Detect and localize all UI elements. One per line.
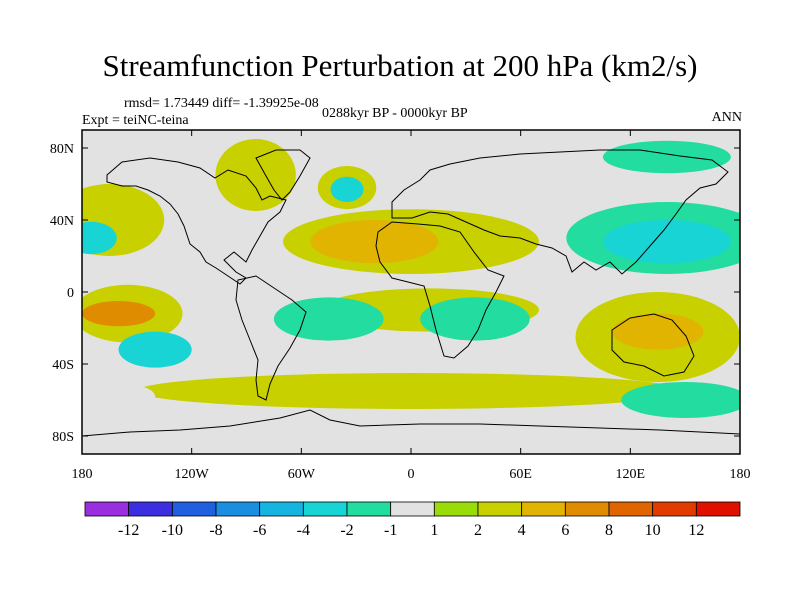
x-tick-label: 180 (730, 467, 751, 482)
anomaly-region-19 (621, 382, 740, 418)
stats-label: rmsd= 1.73449 diff= -1.39925e-08 (124, 96, 319, 111)
anomaly-region-6 (310, 220, 439, 264)
colorbar-label: 12 (688, 522, 704, 539)
coastline-eurasia (391, 149, 729, 275)
y-tick-label: 80N (50, 142, 74, 157)
coastlines (82, 149, 740, 437)
colorbar: -12 -10 -8 -6 -4 -2 -1 1 2 4 6 8 10 12 (84, 501, 741, 539)
colorbar-swatch (128, 501, 173, 517)
season-label: ANN (711, 110, 742, 125)
coastline-south-america (235, 275, 307, 401)
colorbar-swatch (259, 501, 304, 517)
y-tick-label: 40S (52, 358, 74, 373)
colorbar-label: 10 (645, 522, 661, 539)
x-tick-label: 180 (72, 467, 93, 482)
colorbar-label: -6 (253, 522, 266, 539)
colorbar-label: -8 (209, 522, 222, 539)
colorbar-swatch (302, 501, 348, 517)
coastline-north-america (106, 157, 287, 285)
y-tick-label: 80S (52, 430, 74, 445)
x-tick-label: 60E (509, 467, 532, 482)
period-label: 0288kyr BP - 0000kyr BP (322, 106, 468, 121)
colorbar-swatch (477, 501, 523, 517)
colorbar-label: 1 (430, 522, 438, 539)
colorbar-swatch (433, 501, 479, 517)
colorbar-label: -12 (118, 522, 139, 539)
anomaly-region-14 (420, 297, 530, 341)
colorbar-label: -4 (297, 522, 310, 539)
chart-title: Streamfunction Perturbation at 200 hPa (… (102, 48, 698, 83)
coastline-greenland (255, 149, 311, 201)
x-tick-label: 120W (175, 467, 210, 482)
colorbar-swatch (564, 501, 610, 517)
colorbar-swatch (84, 501, 130, 517)
colorbar-label: -2 (340, 522, 353, 539)
colorbar-label: 4 (518, 522, 526, 539)
colorbar-swatch (608, 501, 654, 517)
colorbar-label: 2 (474, 522, 482, 539)
colorbar-swatch (390, 501, 435, 517)
colorbar-label: 6 (561, 522, 569, 539)
anomaly-region-9 (602, 140, 731, 174)
colorbar-label: -1 (384, 522, 397, 539)
coastline-antarctica (82, 409, 740, 437)
colorbar-label: 8 (605, 522, 613, 539)
colorbar-swatch (346, 501, 392, 517)
colorbar-swatch (521, 501, 566, 517)
colorbar-swatch (695, 501, 741, 517)
colorbar-swatch (215, 501, 261, 517)
anomaly-region-16 (612, 313, 704, 350)
x-tick-label: 60W (288, 467, 316, 482)
anomaly-region-1 (82, 221, 117, 255)
colorbar-label: -10 (162, 522, 183, 539)
anomaly-region-4 (330, 176, 364, 202)
anomaly-region-18 (136, 373, 686, 409)
x-tick-label: 120E (616, 467, 646, 482)
coastline-africa (375, 221, 505, 359)
axes: 180 120W 60W 0 60E 120E 180 80N 40N 0 40S 80S (50, 130, 751, 482)
anomaly-region-8 (602, 220, 731, 264)
colorbar-swatch (171, 501, 217, 517)
anomaly-region-11 (82, 301, 156, 327)
anomaly-region-13 (273, 297, 384, 341)
anomaly-region-20 (82, 382, 156, 411)
y-tick-label: 40N (50, 214, 74, 229)
coastline-australia (611, 313, 695, 377)
colorbar-swatch (652, 501, 697, 517)
y-tick-label: 0 (67, 286, 74, 301)
experiment-label: Expt = teiNC-teina (82, 113, 189, 128)
anomaly-region-17 (118, 331, 192, 368)
x-tick-label: 0 (408, 467, 415, 482)
anomaly-fields (82, 139, 740, 418)
anomaly-region-2 (215, 139, 296, 211)
